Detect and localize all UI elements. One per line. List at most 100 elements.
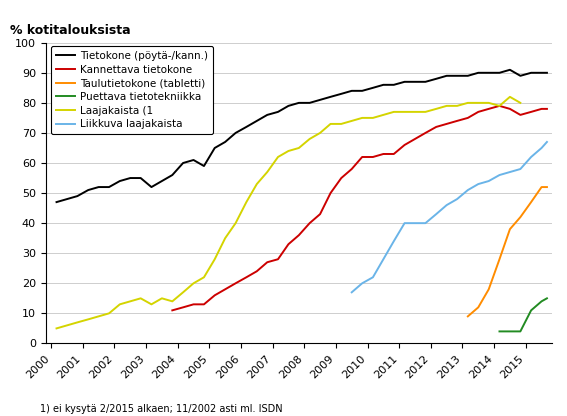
Laajakaista (1 xyxy=(264,170,270,175)
Laajakaista (1 xyxy=(211,257,218,262)
Liikkuva laajakaista xyxy=(464,188,471,193)
Tietokone (pöytä-/kann.) xyxy=(74,193,81,198)
Laajakaista (1 xyxy=(148,302,155,307)
Kannettava tietokone xyxy=(285,242,292,247)
Tietokone (pöytä-/kann.) xyxy=(274,109,281,114)
Liikkuva laajakaista xyxy=(475,181,482,186)
Tietokone (pöytä-/kann.) xyxy=(464,73,471,78)
Kannettava tietokone xyxy=(306,220,313,225)
Laajakaista (1 xyxy=(412,109,418,114)
Liikkuva laajakaista xyxy=(412,220,418,225)
Puettava tietotekniikka xyxy=(544,296,551,301)
Laajakaista (1 xyxy=(53,326,60,331)
Tietokone (pöytä-/kann.) xyxy=(348,88,355,93)
Tietokone (pöytä-/kann.) xyxy=(422,79,429,84)
Tietokone (pöytä-/kann.) xyxy=(159,178,166,183)
Legend: Tietokone (pöytä-/kann.), Kannettava tietokone, Taulutietokone (tabletti), Puett: Tietokone (pöytä-/kann.), Kannettava tie… xyxy=(51,46,213,134)
Tietokone (pöytä-/kann.) xyxy=(116,178,123,183)
Laajakaista (1 xyxy=(370,115,376,120)
Laajakaista (1 xyxy=(464,100,471,105)
Tietokone (pöytä-/kann.) xyxy=(401,79,408,84)
Tietokone (pöytä-/kann.) xyxy=(517,73,524,78)
Kannettava tietokone xyxy=(496,104,503,109)
Tietokone (pöytä-/kann.) xyxy=(327,94,334,99)
Tietokone (pöytä-/kann.) xyxy=(544,70,551,75)
Tietokone (pöytä-/kann.) xyxy=(380,82,387,87)
Kannettava tietokone xyxy=(211,293,218,298)
Laajakaista (1 xyxy=(506,94,513,99)
Taulutietokone (tabletti) xyxy=(464,314,471,319)
Laajakaista (1 xyxy=(306,136,313,141)
Laajakaista (1 xyxy=(74,320,81,325)
Kannettava tietokone xyxy=(348,166,355,171)
Taulutietokone (tabletti) xyxy=(485,287,492,292)
Liikkuva laajakaista xyxy=(538,146,545,151)
Tietokone (pöytä-/kann.) xyxy=(454,73,460,78)
Kannettava tietokone xyxy=(180,305,187,310)
Tietokone (pöytä-/kann.) xyxy=(295,100,302,105)
Laajakaista (1 xyxy=(116,302,123,307)
Laajakaista (1 xyxy=(190,281,197,286)
Kannettava tietokone xyxy=(201,302,208,307)
Laajakaista (1 xyxy=(232,220,239,225)
Liikkuva laajakaista xyxy=(359,281,366,286)
Tietokone (pöytä-/kann.) xyxy=(105,185,112,190)
Laajakaista (1 xyxy=(391,109,397,114)
Text: 1) ei kysytä 2/2015 alkaen; 11/2002 asti ml. ISDN: 1) ei kysytä 2/2015 alkaen; 11/2002 asti… xyxy=(40,404,282,414)
Liikkuva laajakaista xyxy=(443,203,450,208)
Laajakaista (1 xyxy=(338,121,345,126)
Laajakaista (1 xyxy=(274,154,281,159)
Puettava tietotekniikka xyxy=(528,308,535,313)
Kannettava tietokone xyxy=(544,106,551,111)
Laajakaista (1 xyxy=(496,104,503,109)
Taulutietokone (tabletti) xyxy=(496,257,503,262)
Laajakaista (1 xyxy=(169,299,176,304)
Tietokone (pöytä-/kann.) xyxy=(180,161,187,166)
Tietokone (pöytä-/kann.) xyxy=(538,70,545,75)
Liikkuva laajakaista xyxy=(401,220,408,225)
Tietokone (pöytä-/kann.) xyxy=(84,188,91,193)
Tietokone (pöytä-/kann.) xyxy=(127,176,134,181)
Tietokone (pöytä-/kann.) xyxy=(370,85,376,90)
Kannettava tietokone xyxy=(222,287,229,292)
Tietokone (pöytä-/kann.) xyxy=(359,88,366,93)
Kannettava tietokone xyxy=(517,112,524,117)
Line: Tietokone (pöytä-/kann.): Tietokone (pöytä-/kann.) xyxy=(57,70,547,202)
Tietokone (pöytä-/kann.) xyxy=(222,139,229,144)
Tietokone (pöytä-/kann.) xyxy=(485,70,492,75)
Laajakaista (1 xyxy=(253,181,260,186)
Tietokone (pöytä-/kann.) xyxy=(506,67,513,72)
Kannettava tietokone xyxy=(295,233,302,238)
Tietokone (pöytä-/kann.) xyxy=(433,76,439,81)
Liikkuva laajakaista xyxy=(348,290,355,295)
Tietokone (pöytä-/kann.) xyxy=(317,97,324,102)
Laajakaista (1 xyxy=(84,317,91,322)
Laajakaista (1 xyxy=(105,311,112,316)
Liikkuva laajakaista xyxy=(370,275,376,280)
Laajakaista (1 xyxy=(317,131,324,136)
Taulutietokone (tabletti) xyxy=(538,185,545,190)
Laajakaista (1 xyxy=(443,104,450,109)
Laajakaista (1 xyxy=(359,115,366,120)
Kannettava tietokone xyxy=(338,176,345,181)
Laajakaista (1 xyxy=(475,100,482,105)
Laajakaista (1 xyxy=(64,323,70,328)
Laajakaista (1 xyxy=(159,296,166,301)
Laajakaista (1 xyxy=(454,104,460,109)
Laajakaista (1 xyxy=(348,119,355,124)
Kannettava tietokone xyxy=(317,212,324,217)
Liikkuva laajakaista xyxy=(454,197,460,202)
Tietokone (pöytä-/kann.) xyxy=(137,176,144,181)
Laajakaista (1 xyxy=(380,112,387,117)
Kannettava tietokone xyxy=(169,308,176,313)
Laajakaista (1 xyxy=(137,296,144,301)
Tietokone (pöytä-/kann.) xyxy=(201,163,208,168)
Kannettava tietokone xyxy=(327,191,334,196)
Kannettava tietokone xyxy=(443,121,450,126)
Kannettava tietokone xyxy=(253,269,260,274)
Liikkuva laajakaista xyxy=(391,239,397,244)
Liikkuva laajakaista xyxy=(517,166,524,171)
Kannettava tietokone xyxy=(391,151,397,156)
Kannettava tietokone xyxy=(528,109,535,114)
Puettava tietotekniikka xyxy=(538,299,545,304)
